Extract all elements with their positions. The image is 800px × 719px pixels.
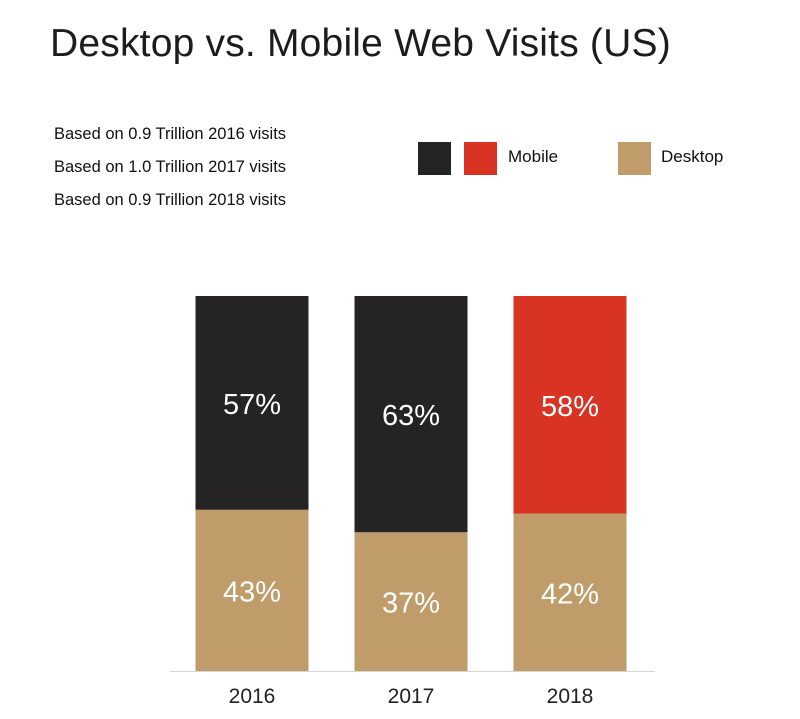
legend-label-desktop: Desktop (661, 147, 724, 166)
bar-desktop-2018 (513, 513, 627, 671)
x-tick-label-2018: 2018 (547, 685, 594, 708)
legend-label-mobile: Mobile (508, 147, 559, 166)
data-label-desktop-2017: 37% (382, 588, 440, 620)
bar-desktop-2017 (354, 532, 468, 671)
legend-swatch-dark (418, 142, 451, 175)
note-2017: Based on 1.0 Trillion 2017 visits (54, 158, 287, 176)
note-2018: Based on 0.9 Trillion 2018 visits (54, 191, 287, 209)
chart-title: Desktop vs. Mobile Web Visits (US) (50, 22, 671, 65)
data-label-desktop-2016: 43% (223, 576, 281, 608)
x-tick-label-2017: 2017 (388, 685, 435, 708)
bar-mobile-2018 (513, 296, 627, 514)
notes-block: Based on 0.9 Trillion 2016 visits Based … (54, 118, 286, 217)
bar-mobile-2017 (354, 296, 468, 533)
bar-mobile-2016 (195, 296, 309, 510)
legend-swatch-desktop (618, 142, 651, 175)
legend-swatch-mobile (464, 142, 497, 175)
data-label-mobile-2017: 63% (382, 400, 440, 432)
data-label-mobile-2016: 57% (223, 389, 281, 421)
data-label-mobile-2018: 58% (541, 391, 599, 423)
note-2016: Based on 0.9 Trillion 2016 visits (54, 125, 287, 143)
data-label-desktop-2018: 42% (541, 578, 599, 610)
x-tick-label-2016: 2016 (229, 685, 276, 708)
bar-desktop-2016 (195, 509, 309, 671)
